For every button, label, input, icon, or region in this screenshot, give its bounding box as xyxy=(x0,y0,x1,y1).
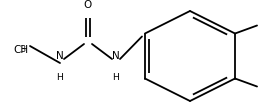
Text: O: O xyxy=(84,0,92,10)
Text: 3: 3 xyxy=(20,45,25,55)
Text: N: N xyxy=(56,51,64,61)
Text: H: H xyxy=(57,73,63,82)
Text: CH: CH xyxy=(13,45,28,55)
Text: H: H xyxy=(112,73,119,82)
Text: N: N xyxy=(112,51,120,61)
